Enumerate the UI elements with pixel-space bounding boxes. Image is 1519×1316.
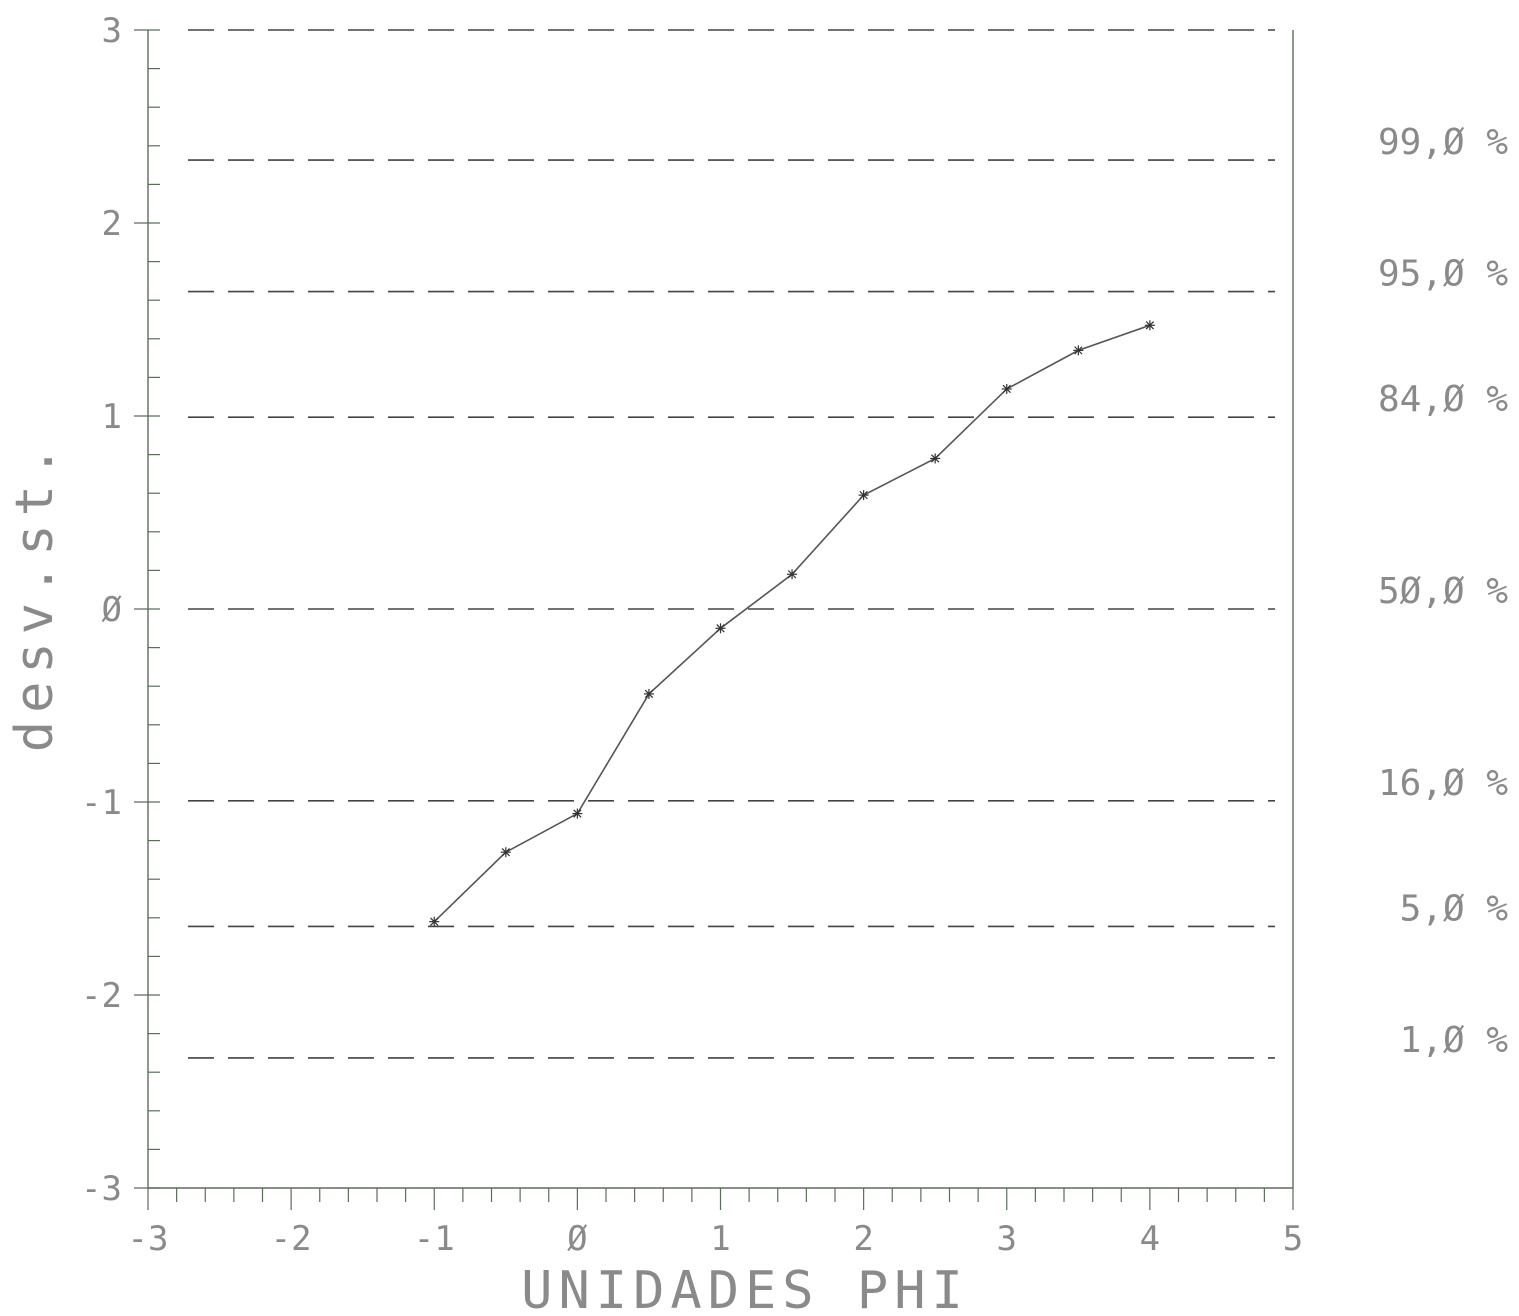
y-tick-label: Ø bbox=[102, 590, 122, 630]
x-tick-label: 2 bbox=[853, 1219, 873, 1259]
x-tick-label: -2 bbox=[271, 1219, 312, 1259]
data-point bbox=[500, 847, 511, 858]
x-tick-label: 3 bbox=[997, 1219, 1017, 1259]
percentile-label: 5,Ø % bbox=[1400, 888, 1509, 929]
x-tick-label: -3 bbox=[128, 1219, 169, 1259]
data-point bbox=[1073, 345, 1084, 356]
data-point bbox=[1001, 383, 1012, 394]
data-point-marker-stroke bbox=[1145, 321, 1155, 330]
y-tick-label: 3 bbox=[102, 11, 122, 51]
data-point bbox=[715, 623, 726, 634]
x-tick-label: 5 bbox=[1283, 1219, 1303, 1259]
x-tick-label: -1 bbox=[414, 1219, 455, 1259]
percentile-label: 5Ø,Ø % bbox=[1378, 571, 1508, 612]
data-point-marker-stroke bbox=[1002, 384, 1011, 394]
x-tick-label: 1 bbox=[710, 1219, 730, 1259]
data-point bbox=[429, 916, 440, 927]
x-tick-label: Ø bbox=[567, 1219, 587, 1259]
data-point bbox=[858, 490, 869, 501]
data-point-marker-stroke bbox=[787, 570, 797, 579]
data-point bbox=[787, 569, 798, 580]
labels: -3 -2 -1 Ø 1 2 3 -3 -2 -1 Ø 1 2 3 4 5 99,Ø % 95,Ø % 84,Ø %… bbox=[5, 11, 1508, 1316]
x-axis-title: UNIDADES PHI bbox=[521, 1261, 969, 1316]
data-point bbox=[643, 688, 654, 699]
y-tick-label: -1 bbox=[81, 783, 122, 823]
data-point-marker-stroke bbox=[716, 624, 725, 633]
percentile-label: 16,Ø % bbox=[1378, 763, 1508, 804]
reference-lines bbox=[188, 29, 1275, 1059]
y-axis-title: desv.st. bbox=[5, 438, 65, 752]
y-tick-label: 1 bbox=[102, 397, 122, 437]
y-tick-label: 2 bbox=[102, 204, 122, 244]
data-point-marker-stroke bbox=[1074, 346, 1083, 355]
percentile-label: 84,Ø % bbox=[1378, 379, 1508, 420]
series-line bbox=[433, 324, 1151, 923]
x-tick-label: 4 bbox=[1140, 1219, 1160, 1259]
data-point-marker-stroke bbox=[644, 689, 654, 699]
data-point-marker-stroke bbox=[859, 490, 868, 500]
data-point-marker-stroke bbox=[430, 917, 439, 926]
data-point-marker-stroke bbox=[501, 848, 510, 857]
data-point bbox=[930, 453, 941, 464]
data-point-marker-stroke bbox=[931, 454, 940, 463]
data-point-marker-stroke bbox=[573, 809, 582, 818]
y-tick-label: -2 bbox=[81, 976, 122, 1016]
axis-ticks bbox=[134, 29, 1294, 1210]
y-tick-label: -3 bbox=[81, 1169, 122, 1209]
percentile-label: 99,Ø % bbox=[1378, 122, 1508, 163]
percentile-label: 1,Ø % bbox=[1400, 1020, 1509, 1061]
data-point bbox=[1144, 320, 1155, 331]
data-point bbox=[572, 808, 583, 819]
data-series bbox=[429, 320, 1155, 927]
percentile-label: 95,Ø % bbox=[1378, 254, 1508, 295]
